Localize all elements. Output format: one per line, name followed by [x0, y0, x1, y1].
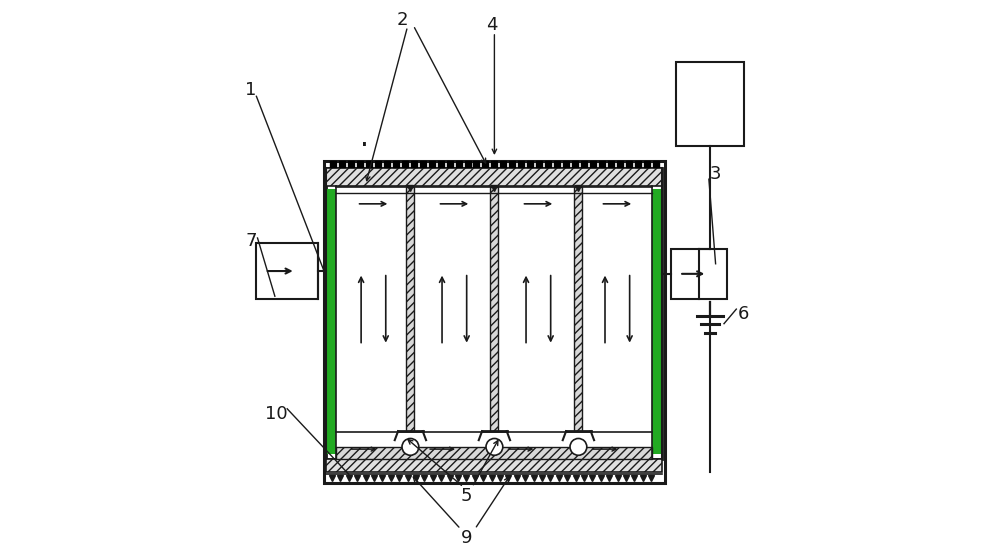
Text: ·: ·: [360, 132, 369, 160]
Bar: [336, 447, 652, 459]
Text: 5: 5: [461, 487, 472, 505]
Text: 10: 10: [265, 405, 287, 423]
Text: 2: 2: [396, 11, 408, 29]
Bar: [326, 459, 662, 472]
Bar: [326, 168, 662, 186]
Bar: [671, 249, 727, 299]
Text: 3: 3: [710, 165, 721, 183]
Circle shape: [486, 438, 503, 455]
Bar: [326, 168, 662, 459]
Text: 4: 4: [486, 16, 497, 34]
Text: 6: 6: [738, 305, 749, 323]
Text: 1: 1: [245, 81, 256, 99]
Text: 7: 7: [245, 232, 257, 250]
Bar: [324, 161, 665, 483]
Bar: [326, 189, 336, 454]
Bar: [406, 187, 414, 431]
Bar: [490, 187, 498, 431]
Bar: [256, 243, 318, 299]
Circle shape: [570, 438, 587, 455]
Bar: [574, 187, 582, 431]
Bar: [676, 62, 744, 146]
Circle shape: [402, 438, 419, 455]
Text: 9: 9: [461, 529, 472, 547]
Bar: [652, 189, 662, 454]
